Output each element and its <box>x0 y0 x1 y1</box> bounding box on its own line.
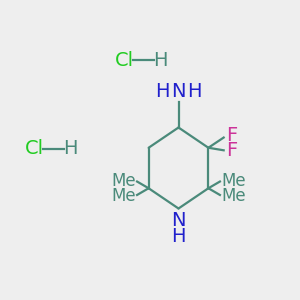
Text: Cl: Cl <box>115 50 134 70</box>
Text: Me: Me <box>221 172 246 190</box>
Text: H: H <box>63 139 78 158</box>
Text: Me: Me <box>111 172 136 190</box>
Text: H: H <box>153 50 168 70</box>
Text: H: H <box>171 227 186 246</box>
Text: N: N <box>171 82 186 100</box>
Text: Me: Me <box>111 187 136 205</box>
Text: F: F <box>226 141 238 160</box>
Text: H: H <box>187 82 201 100</box>
Text: Me: Me <box>221 187 246 205</box>
Text: F: F <box>226 126 238 145</box>
Text: H: H <box>156 82 170 100</box>
Text: N: N <box>171 211 186 230</box>
Text: Cl: Cl <box>25 139 44 158</box>
